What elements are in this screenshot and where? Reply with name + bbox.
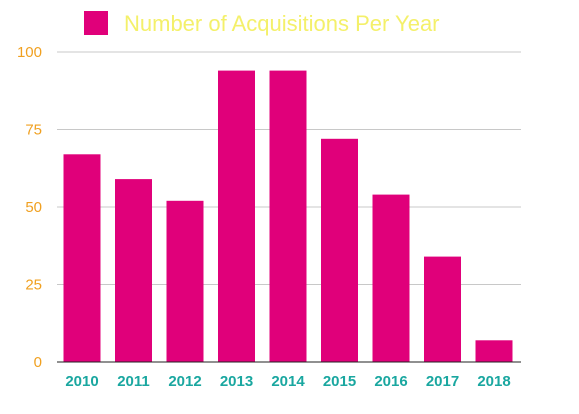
y-tick-label: 75 bbox=[25, 122, 42, 139]
bar-2014 bbox=[269, 70, 307, 362]
legend-label: Number of Acquisitions Per Year bbox=[124, 11, 440, 36]
y-tick-label: 100 bbox=[17, 44, 42, 61]
bar-2016 bbox=[372, 194, 410, 362]
x-tick-label: 2015 bbox=[323, 373, 356, 390]
x-tick-label: 2017 bbox=[426, 373, 459, 390]
chart-legend: Number of Acquisitions Per Year bbox=[84, 11, 440, 36]
x-tick-label: 2010 bbox=[65, 373, 98, 390]
x-tick-label: 2014 bbox=[271, 373, 305, 390]
x-tick-label: 2012 bbox=[168, 373, 201, 390]
bar-2017 bbox=[424, 256, 461, 362]
bar-2018 bbox=[475, 340, 513, 362]
bar-2010 bbox=[63, 154, 101, 362]
x-tick-label: 2016 bbox=[374, 373, 407, 390]
x-tick-label: 2018 bbox=[477, 373, 510, 390]
x-tick-label: 2011 bbox=[117, 373, 150, 390]
x-axis-ticks: 2010 2011 2012 2013 2014 2015 2016 2017 2018 bbox=[65, 373, 510, 390]
bar-2013 bbox=[218, 70, 255, 362]
bar-2011 bbox=[115, 179, 152, 362]
y-tick-label: 25 bbox=[25, 277, 42, 294]
legend-swatch bbox=[84, 11, 108, 35]
bar-2015 bbox=[321, 138, 358, 362]
y-tick-label: 50 bbox=[25, 199, 42, 216]
x-tick-label: 2013 bbox=[220, 373, 253, 390]
bar-2012 bbox=[166, 200, 204, 362]
y-tick-label: 0 bbox=[34, 354, 42, 371]
bars bbox=[63, 70, 513, 362]
y-axis-ticks: 0 25 50 75 100 bbox=[17, 44, 42, 371]
